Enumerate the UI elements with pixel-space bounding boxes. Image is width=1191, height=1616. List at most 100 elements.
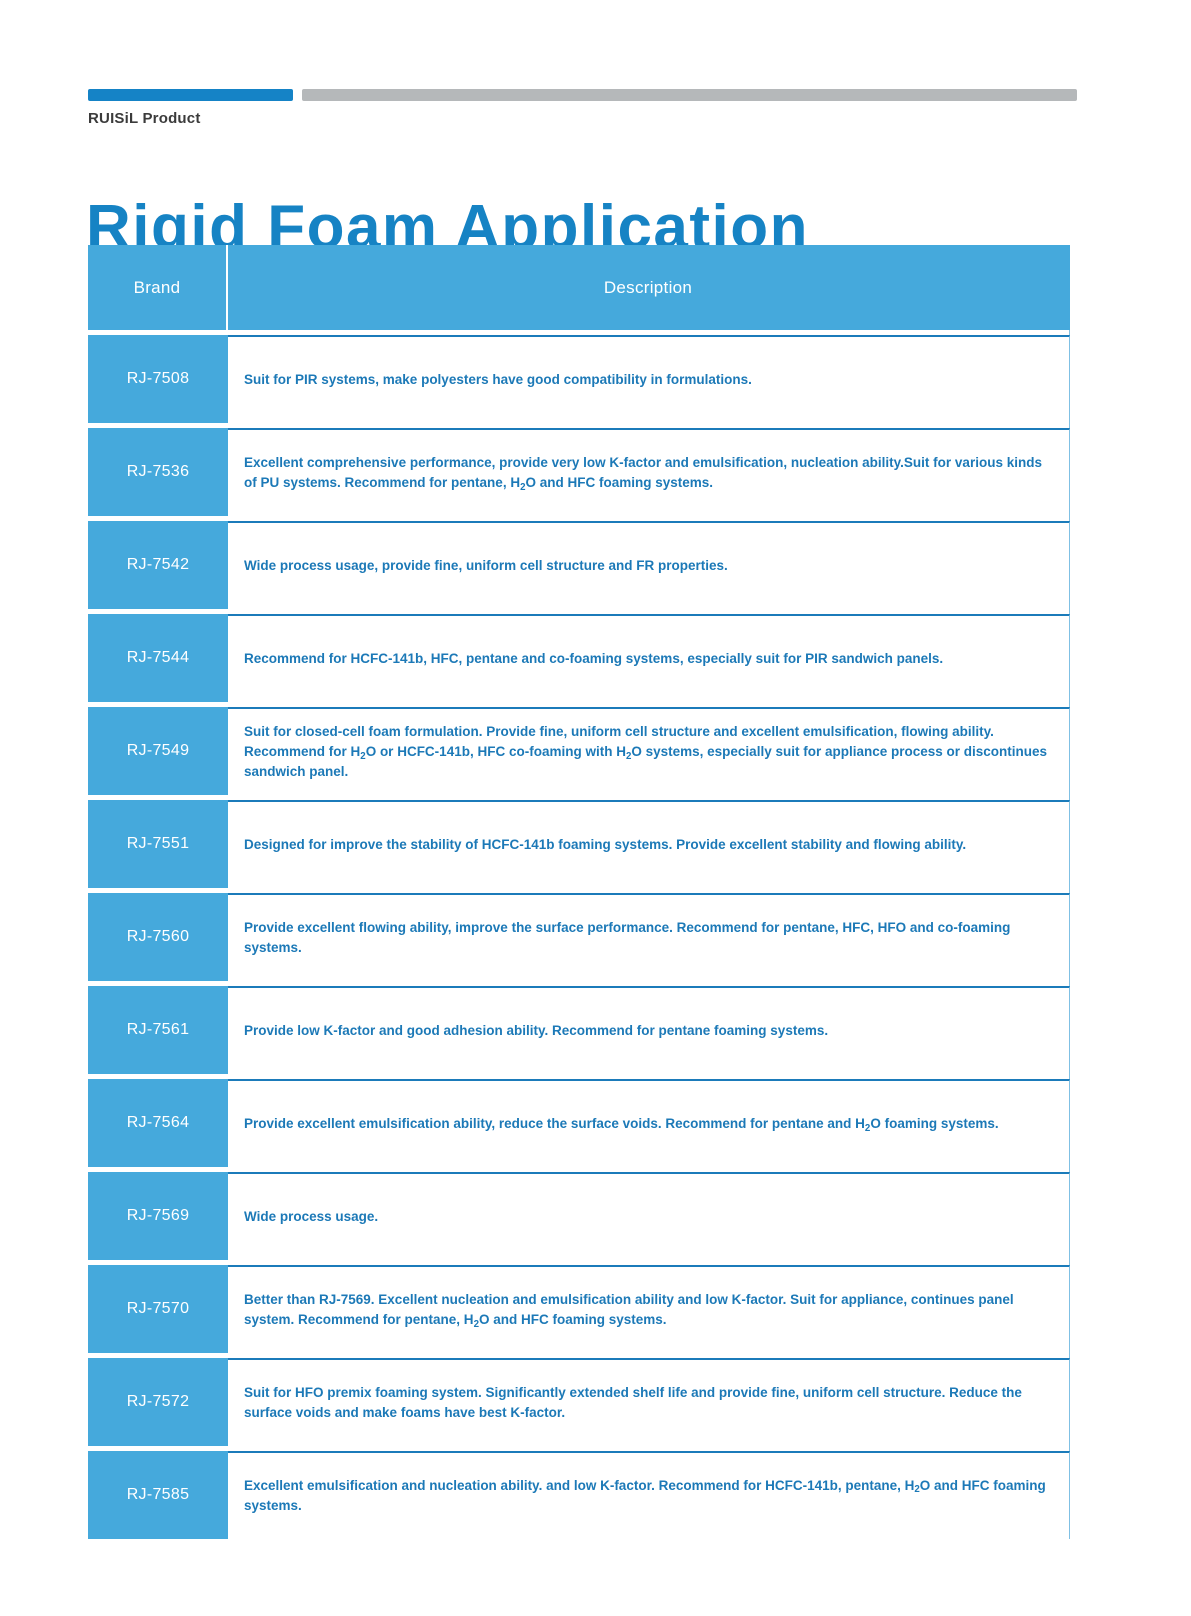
- row-separator: [88, 702, 1070, 707]
- row-separator-desc: [228, 795, 1070, 800]
- brand-cell: RJ-7570: [88, 1265, 228, 1353]
- description-text: Wide process usage.: [244, 1208, 379, 1224]
- kicker-label: RUISiL Product: [88, 110, 201, 127]
- row-separator: [88, 516, 1070, 521]
- header-accent-bars: [88, 89, 1077, 101]
- description-text: Recommend for HCFC-141b, HFC, pentane an…: [244, 650, 944, 666]
- description-text: Provide excellent flowing ability, impro…: [244, 919, 1011, 955]
- description-cell: Suit for PIR systems, make polyesters ha…: [228, 335, 1070, 423]
- table-row: RJ-7564 Provide excellent emulsification …: [88, 1079, 1070, 1167]
- description-cell: Recommend for HCFC-141b, HFC, pentane an…: [228, 614, 1070, 702]
- description-text: Suit for closed-cell foam formulation. P…: [244, 723, 1048, 780]
- description-cell: Provide excellent emulsification ability…: [228, 1079, 1070, 1167]
- row-separator: [88, 1353, 1070, 1358]
- row-separator-brand: [88, 888, 228, 893]
- table-row: RJ-7585 Excellent emulsification and nucl…: [88, 1451, 1070, 1539]
- description-text: Wide process usage, provide fine, unifor…: [244, 557, 728, 573]
- brand-cell: RJ-7536: [88, 428, 228, 516]
- table-header-row: Brand Description: [88, 245, 1070, 330]
- brand-cell: RJ-7551: [88, 800, 228, 888]
- row-separator: [88, 1260, 1070, 1265]
- description-cell: Wide process usage.: [228, 1172, 1070, 1260]
- description-cell: Designed for improve the stability of HC…: [228, 800, 1070, 888]
- description-cell: Better than RJ-7569. Excellent nucleatio…: [228, 1265, 1070, 1353]
- table-row: RJ-7549 Suit for closed-cell foam formula…: [88, 707, 1070, 795]
- row-separator-desc: [228, 609, 1070, 614]
- brand-cell: RJ-7561: [88, 986, 228, 1074]
- brand-cell: RJ-7508: [88, 335, 228, 423]
- description-text: Provide excellent emulsification ability…: [244, 1115, 999, 1134]
- row-separator-desc: [228, 888, 1070, 893]
- row-separator-desc: [228, 1167, 1070, 1172]
- row-separator-brand: [88, 1260, 228, 1265]
- brand-cell: RJ-7549: [88, 707, 228, 795]
- row-separator-brand: [88, 609, 228, 614]
- row-separator: [88, 981, 1070, 986]
- product-table: Brand Description RJ-7508 Suit for PIR syst…: [88, 245, 1070, 1539]
- row-separator-desc: [228, 1260, 1070, 1265]
- description-cell: Provide excellent flowing ability, impro…: [228, 893, 1070, 981]
- row-separator: [88, 795, 1070, 800]
- row-separator-brand: [88, 1353, 228, 1358]
- brand-cell: RJ-7542: [88, 521, 228, 609]
- row-separator-brand: [88, 795, 228, 800]
- row-separator-brand: [88, 516, 228, 521]
- description-cell: Wide process usage, provide fine, unifor…: [228, 521, 1070, 609]
- column-header-brand: Brand: [88, 245, 228, 330]
- table-row: RJ-7551 Designed for improve the stabilit…: [88, 800, 1070, 888]
- row-separator-desc: [228, 516, 1070, 521]
- table-row: RJ-7570 Better than RJ-7569. Excellent nu…: [88, 1265, 1070, 1353]
- description-cell: Excellent comprehensive performance, pro…: [228, 428, 1070, 516]
- description-cell: Suit for HFO premix foaming system. Sign…: [228, 1358, 1070, 1446]
- row-separator-desc: [228, 702, 1070, 707]
- table-row: RJ-7560 Provide excellent flowing ability…: [88, 893, 1070, 981]
- accent-bar-gray: [302, 89, 1077, 101]
- table-row: RJ-7508 Suit for PIR systems, make polyes…: [88, 335, 1070, 423]
- description-cell: Provide low K-factor and good adhesion a…: [228, 986, 1070, 1074]
- row-separator-brand: [88, 1074, 228, 1079]
- row-separator: [88, 330, 1070, 335]
- row-separator-desc: [228, 423, 1070, 428]
- description-text: Suit for PIR systems, make polyesters ha…: [244, 371, 752, 387]
- brand-cell: RJ-7569: [88, 1172, 228, 1260]
- table-row: RJ-7536 Excellent comprehensive performan…: [88, 428, 1070, 516]
- row-separator: [88, 423, 1070, 428]
- description-cell: Excellent emulsification and nucleation …: [228, 1451, 1070, 1539]
- row-separator: [88, 1167, 1070, 1172]
- brand-cell: RJ-7572: [88, 1358, 228, 1446]
- row-separator-desc: [228, 1353, 1070, 1358]
- brand-cell: RJ-7585: [88, 1451, 228, 1539]
- table-row: RJ-7542 Wide process usage, provide fine,…: [88, 521, 1070, 609]
- row-separator: [88, 1446, 1070, 1451]
- row-separator-desc: [228, 1446, 1070, 1451]
- description-text: Provide low K-factor and good adhesion a…: [244, 1022, 829, 1038]
- table-row: RJ-7572 Suit for HFO premix foaming syste…: [88, 1358, 1070, 1446]
- row-separator: [88, 1074, 1070, 1079]
- row-separator-desc: [228, 1074, 1070, 1079]
- row-separator: [88, 609, 1070, 614]
- description-text: Designed for improve the stability of HC…: [244, 836, 967, 852]
- row-separator-brand: [88, 981, 228, 986]
- row-separator-brand: [88, 1167, 228, 1172]
- table-row: RJ-7561 Provide low K-factor and good adh…: [88, 986, 1070, 1074]
- row-separator: [88, 888, 1070, 893]
- brand-cell: RJ-7544: [88, 614, 228, 702]
- description-text: Excellent emulsification and nucleation …: [244, 1477, 1046, 1513]
- row-separator-desc: [228, 981, 1070, 986]
- description-text: Excellent comprehensive performance, pro…: [244, 454, 1042, 493]
- column-header-description: Description: [228, 245, 1070, 330]
- description-text: Better than RJ-7569. Excellent nucleatio…: [244, 1291, 1014, 1330]
- description-text: Suit for HFO premix foaming system. Sign…: [244, 1384, 1022, 1420]
- brand-cell: RJ-7564: [88, 1079, 228, 1167]
- accent-bar-blue: [88, 89, 293, 101]
- table-row: RJ-7569 Wide process usage.: [88, 1172, 1070, 1260]
- row-separator-brand: [88, 330, 228, 335]
- row-separator-brand: [88, 423, 228, 428]
- description-cell: Suit for closed-cell foam formulation. P…: [228, 707, 1070, 795]
- brand-cell: RJ-7560: [88, 893, 228, 981]
- row-separator-brand: [88, 702, 228, 707]
- row-separator-desc: [228, 330, 1070, 335]
- table-row: RJ-7544 Recommend for HCFC-141b, HFC, pen…: [88, 614, 1070, 702]
- row-separator-brand: [88, 1446, 228, 1451]
